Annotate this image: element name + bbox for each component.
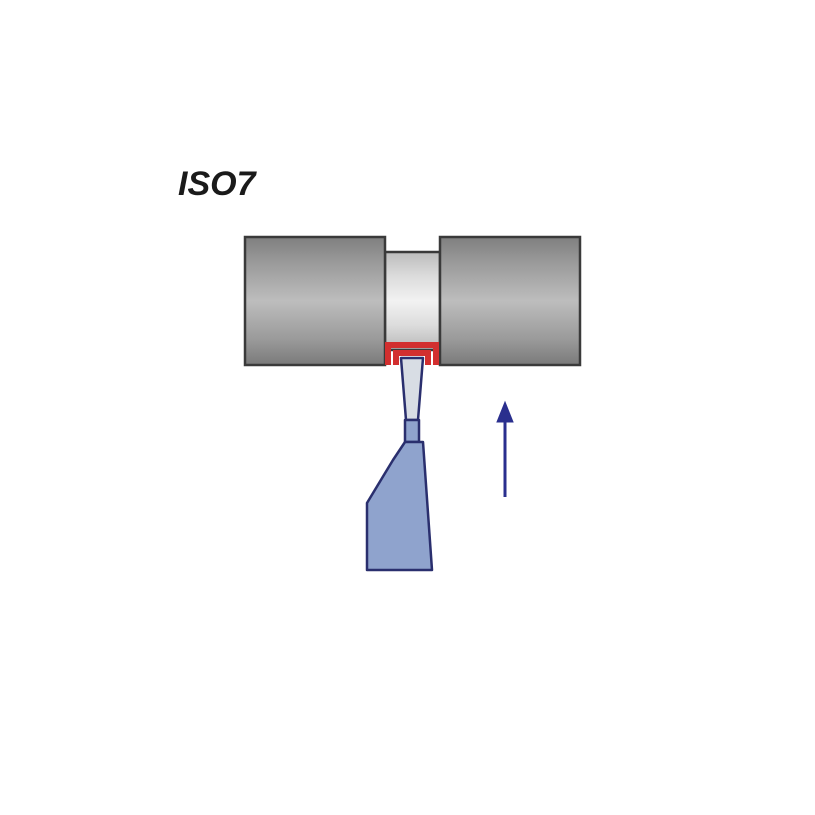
workpiece-left xyxy=(245,237,385,365)
tool-neck xyxy=(405,420,419,442)
workpiece-shaft xyxy=(385,252,440,350)
tool-tip xyxy=(401,358,423,420)
workpiece-right xyxy=(440,237,580,365)
tool-holder xyxy=(367,442,432,570)
diagram-svg xyxy=(0,0,815,815)
diagram-canvas: ISO7 xyxy=(0,0,815,815)
feed-arrow-head xyxy=(497,402,513,422)
